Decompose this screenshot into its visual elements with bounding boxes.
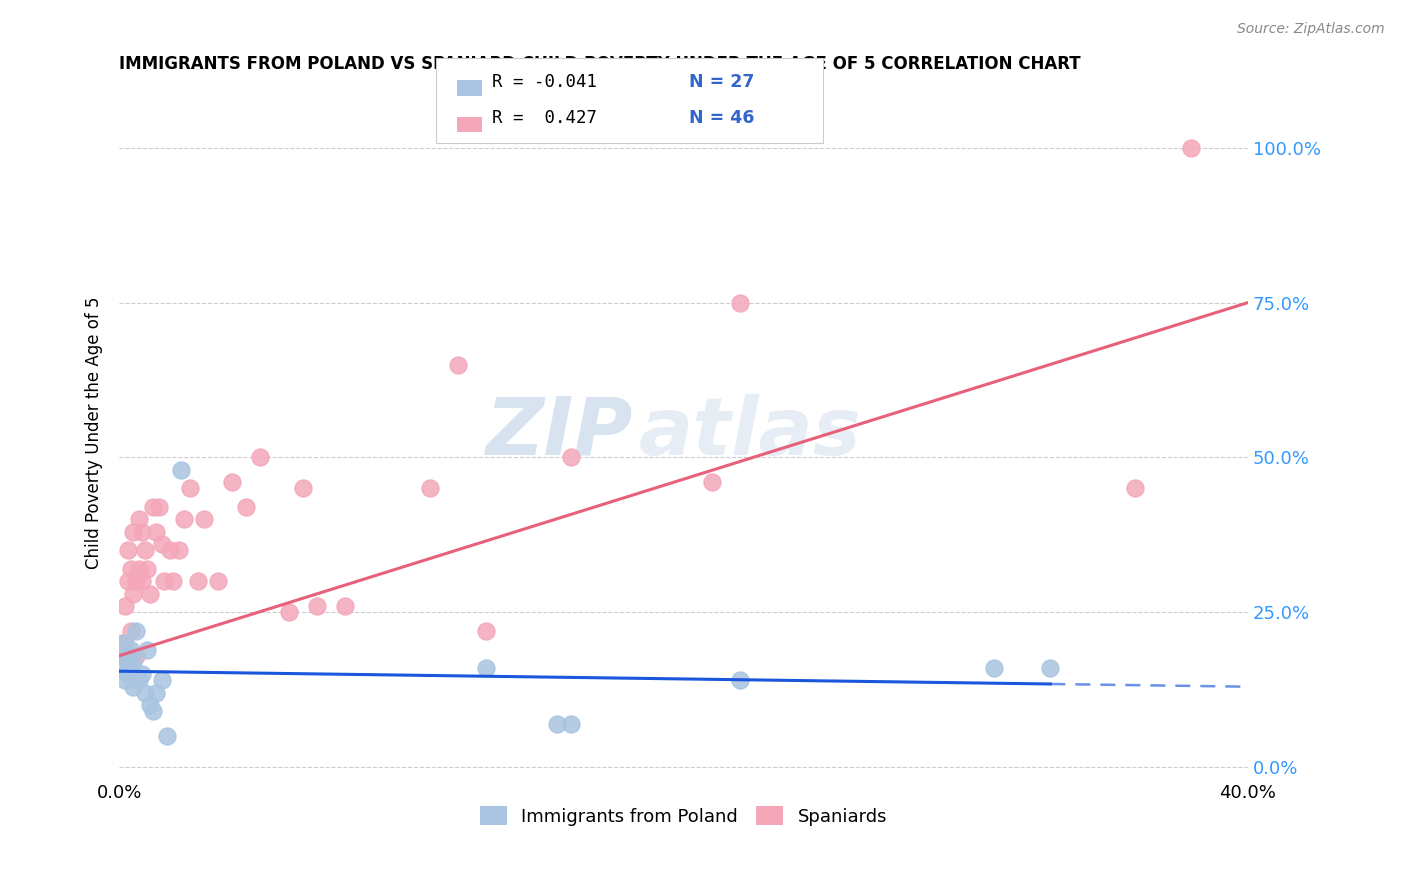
- Point: [128, 562, 150, 576]
- Point: [136, 642, 159, 657]
- Y-axis label: Child Poverty Under the Age of 5: Child Poverty Under the Age of 5: [86, 296, 103, 569]
- Point: [120, 624, 142, 638]
- Point: [560, 450, 582, 465]
- Point: [134, 686, 156, 700]
- Point: [120, 661, 142, 675]
- Point: [120, 642, 142, 657]
- Point: [134, 543, 156, 558]
- Point: [162, 574, 184, 589]
- Text: Source: ZipAtlas.com: Source: ZipAtlas.com: [1237, 22, 1385, 37]
- Point: [117, 543, 139, 558]
- Point: [167, 543, 190, 558]
- Point: [114, 673, 136, 688]
- Point: [156, 729, 179, 743]
- Point: [108, 648, 131, 663]
- Point: [142, 500, 165, 514]
- Text: N = 27: N = 27: [689, 72, 754, 91]
- Text: R = -0.041: R = -0.041: [492, 72, 598, 91]
- Point: [131, 524, 153, 539]
- Point: [122, 524, 145, 539]
- Point: [235, 500, 257, 514]
- Point: [221, 475, 243, 490]
- Point: [249, 450, 271, 465]
- Point: [728, 673, 751, 688]
- Point: [145, 686, 167, 700]
- Point: [114, 636, 136, 650]
- Point: [125, 624, 148, 638]
- Point: [1123, 482, 1146, 496]
- Point: [117, 667, 139, 681]
- Point: [187, 574, 209, 589]
- Point: [447, 358, 470, 372]
- Point: [114, 599, 136, 614]
- Point: [125, 574, 148, 589]
- Point: [475, 661, 498, 675]
- Point: [207, 574, 229, 589]
- Point: [122, 655, 145, 669]
- Point: [120, 562, 142, 576]
- Point: [333, 599, 356, 614]
- Point: [305, 599, 328, 614]
- Text: ZIP: ZIP: [485, 393, 633, 472]
- Point: [475, 624, 498, 638]
- Text: atlas: atlas: [638, 393, 860, 472]
- Point: [139, 587, 162, 601]
- Point: [179, 482, 201, 496]
- Point: [1039, 661, 1062, 675]
- Point: [277, 605, 299, 619]
- Point: [111, 648, 134, 663]
- Point: [117, 655, 139, 669]
- Point: [131, 574, 153, 589]
- Point: [291, 482, 314, 496]
- Point: [170, 463, 193, 477]
- Point: [150, 673, 173, 688]
- Point: [142, 705, 165, 719]
- Point: [136, 562, 159, 576]
- Point: [122, 680, 145, 694]
- Point: [700, 475, 723, 490]
- Point: [546, 717, 568, 731]
- Point: [148, 500, 170, 514]
- Legend: Immigrants from Poland, Spaniards: Immigrants from Poland, Spaniards: [472, 799, 894, 833]
- Point: [128, 512, 150, 526]
- Text: R =  0.427: R = 0.427: [492, 109, 598, 127]
- Point: [153, 574, 176, 589]
- Point: [122, 587, 145, 601]
- Point: [983, 661, 1005, 675]
- Point: [419, 482, 441, 496]
- Point: [111, 636, 134, 650]
- Point: [128, 673, 150, 688]
- Text: N = 46: N = 46: [689, 109, 754, 127]
- Point: [150, 537, 173, 551]
- Point: [728, 295, 751, 310]
- Point: [139, 698, 162, 713]
- Point: [1180, 141, 1202, 155]
- Point: [145, 524, 167, 539]
- Point: [125, 648, 148, 663]
- Point: [131, 667, 153, 681]
- Point: [173, 512, 195, 526]
- Point: [193, 512, 215, 526]
- Text: IMMIGRANTS FROM POLAND VS SPANIARD CHILD POVERTY UNDER THE AGE OF 5 CORRELATION : IMMIGRANTS FROM POLAND VS SPANIARD CHILD…: [120, 55, 1081, 73]
- Point: [117, 574, 139, 589]
- Point: [159, 543, 181, 558]
- Point: [560, 717, 582, 731]
- Point: [108, 661, 131, 675]
